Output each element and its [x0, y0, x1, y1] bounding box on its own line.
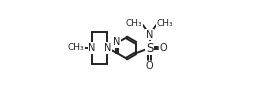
Text: N: N	[113, 37, 120, 47]
Text: O: O	[145, 61, 153, 71]
Text: CH₃: CH₃	[156, 19, 173, 29]
Text: CH₃: CH₃	[67, 43, 84, 53]
Text: N: N	[88, 43, 95, 53]
Text: O: O	[159, 43, 166, 53]
Text: CH₃: CH₃	[125, 19, 142, 29]
Text: N: N	[145, 30, 153, 40]
Text: S: S	[145, 41, 153, 55]
Text: N: N	[103, 43, 110, 53]
